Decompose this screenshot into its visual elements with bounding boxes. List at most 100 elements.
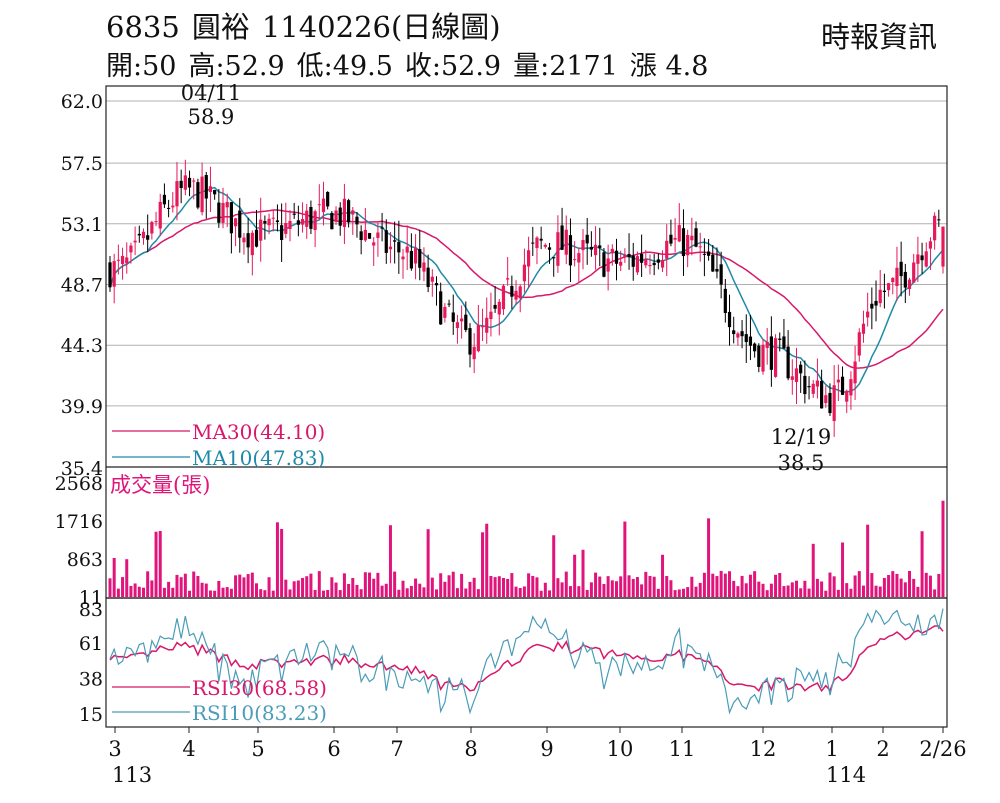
candle-body: [928, 241, 933, 249]
volume-bar: [677, 589, 681, 597]
candle-body: [271, 217, 275, 219]
volume-bar: [535, 577, 539, 597]
volume-bar: [296, 580, 300, 597]
candle-body: [853, 361, 857, 384]
candle-body: [221, 202, 225, 223]
volume-bar: [778, 573, 782, 597]
month-label: 9: [540, 737, 553, 761]
low-date-label: 12/19: [771, 425, 832, 449]
candle-body: [179, 180, 183, 189]
volume-bar: [238, 574, 242, 597]
volume-bar: [167, 581, 171, 597]
volume-bar: [455, 588, 459, 597]
price-tick-label: 48.7: [61, 275, 103, 297]
volume-bar: [748, 574, 752, 597]
candle-body: [773, 338, 778, 377]
volume-bar: [824, 590, 828, 597]
volume-bar: [811, 543, 815, 597]
volume-bar: [192, 571, 196, 597]
volume-bar: [631, 578, 635, 597]
high-date-label: 04/11: [181, 81, 242, 105]
volume-bar: [301, 577, 305, 597]
candle-body: [715, 268, 719, 272]
volume-bar: [485, 523, 489, 597]
candle-body: [326, 191, 330, 207]
volume-bar: [510, 573, 514, 597]
volume-bar: [694, 586, 698, 597]
volume-tick-label: 863: [67, 549, 103, 571]
candle-body: [719, 264, 723, 285]
candle-body: [120, 255, 125, 265]
candle-body: [765, 341, 769, 348]
volume-bar: [606, 576, 610, 597]
volume-bar: [146, 571, 150, 597]
candle-body: [447, 303, 451, 305]
volume-bar: [723, 573, 727, 597]
rsi-tick-label: 61: [79, 633, 103, 655]
candle-body: [593, 244, 598, 256]
close-value: 收:52.9: [404, 51, 502, 82]
candle-body: [694, 228, 698, 247]
high-value-label: 58.9: [188, 105, 235, 129]
volume-bar: [141, 587, 145, 597]
stock-name: 圓裕: [191, 10, 250, 44]
volume-bar: [669, 580, 673, 597]
volume-bar: [740, 575, 744, 597]
candle-body: [334, 210, 338, 222]
volume-bar: [414, 578, 418, 597]
open-value: 開:50: [106, 51, 177, 82]
candle-body: [778, 338, 782, 340]
volume-bar: [305, 576, 309, 597]
chart-labels: 62.057.553.148.744.339.935.4256817168631…: [55, 81, 967, 787]
volume-bar: [451, 571, 455, 597]
volume-bar: [690, 576, 694, 597]
candle-body: [744, 334, 748, 343]
candle-body: [317, 204, 321, 206]
candle-body: [129, 245, 133, 253]
candle-body: [723, 288, 727, 314]
candle-body: [158, 201, 162, 229]
volume-bar: [347, 583, 351, 597]
candle-body: [552, 257, 556, 259]
candle-body: [263, 220, 267, 224]
volume-bar: [698, 582, 702, 597]
candle-body: [342, 198, 347, 227]
price-tick-label: 35.4: [61, 458, 103, 480]
volume-bar: [179, 577, 183, 597]
chart-title: 6835 圓裕 1140226(日線圖): [106, 4, 513, 46]
volume-bar: [728, 571, 732, 597]
candle-body: [815, 380, 820, 387]
candle-body: [288, 220, 292, 230]
candle-body: [409, 250, 413, 269]
high-value: 高:52.9: [188, 51, 285, 82]
candle-body: [673, 237, 677, 240]
candle-body: [581, 239, 585, 251]
candle-body: [401, 256, 405, 260]
price-legend-label: MA30(44.10): [192, 420, 325, 444]
candle-body: [924, 251, 928, 267]
candle-body: [183, 175, 187, 190]
volume-bar: [309, 573, 313, 597]
candle-body: [644, 258, 648, 266]
rsi-tick-label: 38: [79, 668, 103, 690]
volume-bar: [681, 588, 685, 597]
volume-bar: [686, 587, 690, 597]
volume-bar: [246, 574, 250, 597]
volume-bar: [564, 571, 568, 597]
volume-bar: [489, 576, 493, 597]
month-label: 11: [669, 737, 696, 761]
volume-bar: [217, 580, 221, 597]
candle-body: [367, 232, 372, 239]
volume-bar: [836, 589, 840, 597]
volume-bar: [874, 585, 878, 597]
volume-bar: [832, 576, 836, 597]
volume-bar: [853, 575, 857, 597]
candle-body: [665, 240, 669, 259]
volume-bar: [845, 583, 849, 597]
candle-body: [137, 233, 141, 236]
volume-bar: [501, 577, 505, 597]
volume-bar: [790, 582, 794, 597]
volume-bar: [920, 531, 924, 597]
candle-body: [840, 376, 845, 395]
candle-body: [426, 267, 430, 288]
